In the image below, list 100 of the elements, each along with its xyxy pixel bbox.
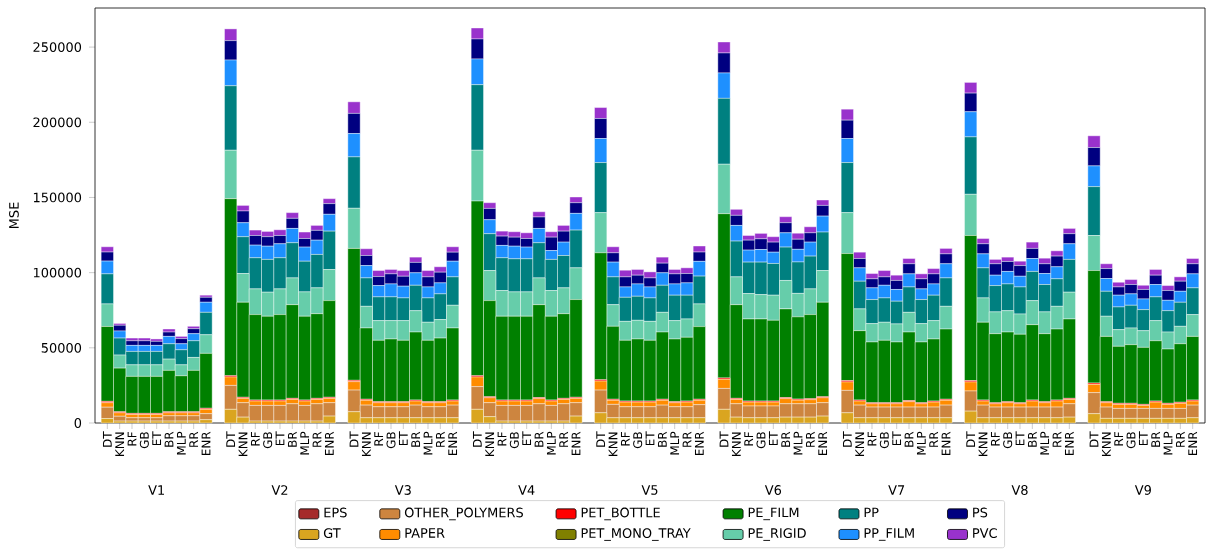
x-tick-label: ENR: [201, 431, 211, 456]
x-tick-label: DT: [226, 431, 236, 447]
x-tick-label: RF: [990, 432, 1000, 446]
x-tick-label: DT: [966, 431, 976, 447]
legend-label: PVC: [973, 528, 997, 538]
legend-label: PAPER: [405, 528, 445, 538]
x-tick-label: ET: [1138, 431, 1148, 446]
y-tick-label: 250000: [33, 42, 82, 52]
x-tick-label: BR: [1027, 431, 1037, 447]
x-tick-label: KNN: [855, 432, 865, 456]
x-tick-label: ENR: [324, 431, 334, 456]
legend-label: PE_FILM: [748, 507, 799, 521]
x-tick-label: RF: [374, 432, 384, 446]
y-tick-label: 150000: [33, 192, 82, 203]
text: V6: [764, 485, 782, 495]
x-tick-label: DT: [842, 431, 852, 447]
x-tick-label: ET: [152, 431, 162, 446]
text: V7: [888, 485, 905, 495]
legend-label: EPS: [324, 507, 347, 518]
x-tick-label: MLP: [670, 431, 680, 455]
x-tick-label: GB: [879, 432, 889, 449]
text: V1: [148, 485, 165, 495]
x-tick-label: RR: [1175, 431, 1185, 447]
legend-label: OTHER_POLYMERS: [404, 507, 523, 521]
text: V5: [641, 485, 658, 495]
x-tick-label: ET: [398, 431, 408, 446]
legend-label: GT: [323, 528, 341, 538]
text: V3: [394, 485, 411, 495]
x-tick-label: ENR: [941, 431, 951, 456]
x-tick-label: BR: [1151, 431, 1161, 447]
x-tick-label: DT: [719, 431, 729, 447]
x-tick-label: ENR: [818, 431, 828, 456]
y-axis-title: MSE: [9, 202, 19, 229]
x-tick-label: KNN: [238, 432, 248, 456]
x-tick-label: GB: [1003, 432, 1013, 449]
y-tick-label: 200000: [33, 117, 82, 128]
legend-label: PP: [864, 507, 879, 518]
x-tick-label: ENR: [1188, 431, 1198, 456]
x-tick-label: DT: [596, 431, 606, 447]
x-tick-label: RR: [1052, 431, 1062, 447]
x-tick-label: ET: [768, 431, 778, 446]
text: V2: [271, 485, 288, 495]
x-tick-label: MLP: [423, 431, 433, 455]
x-tick-label: RR: [435, 431, 445, 447]
x-tick-label: KNN: [361, 432, 371, 456]
x-tick-label: ET: [1015, 431, 1025, 446]
x-tick-label: RR: [312, 431, 322, 447]
x-tick-label: DT: [472, 431, 482, 447]
x-tick-label: KNN: [485, 432, 495, 456]
x-tick-label: ENR: [448, 431, 458, 456]
x-tick-label: KNN: [978, 432, 988, 456]
x-tick-label: RF: [744, 432, 754, 446]
x-tick-label: RR: [805, 431, 815, 447]
x-tick-label: ET: [645, 431, 655, 446]
x-tick-label: MLP: [1040, 431, 1050, 455]
x-tick-label: KNN: [731, 432, 741, 456]
x-tick-label: BR: [657, 431, 667, 447]
x-tick-label: MLP: [176, 431, 186, 455]
x-tick-label: GB: [509, 432, 519, 449]
x-tick-label: ET: [275, 431, 285, 446]
x-tick-label: MLP: [916, 431, 926, 455]
x-tick-label: MLP: [300, 431, 310, 455]
x-tick-label: DT: [349, 431, 359, 447]
x-tick-label: ENR: [1064, 431, 1074, 456]
x-tick-label: BR: [164, 431, 174, 447]
x-tick-label: RF: [127, 432, 137, 446]
legend-label: PE_RIGID: [748, 528, 806, 541]
legend-label: PP_FILM: [864, 528, 914, 541]
y-tick-label: 0: [74, 418, 82, 428]
x-tick-label: GB: [386, 432, 396, 449]
x-tick-label: GB: [139, 432, 149, 449]
x-tick-label: ET: [522, 431, 532, 446]
x-tick-label: BR: [287, 431, 297, 447]
x-tick-label: KNN: [115, 432, 125, 456]
x-tick-label: RF: [1114, 432, 1124, 446]
x-tick-label: BR: [904, 431, 914, 447]
x-tick-label: GB: [263, 432, 273, 449]
x-tick-label: RR: [929, 431, 939, 447]
x-tick-label: GB: [633, 432, 643, 449]
x-tick-label: GB: [756, 432, 766, 449]
text: V9: [1134, 485, 1151, 495]
y-tick-label: 100000: [33, 267, 82, 278]
x-tick-label: KNN: [608, 432, 618, 456]
x-tick-label: MLP: [793, 431, 803, 455]
x-tick-label: BR: [411, 431, 421, 447]
x-tick-label: RF: [620, 432, 630, 446]
y-tick-label: 50000: [41, 342, 82, 353]
x-tick-label: RF: [497, 432, 507, 446]
x-tick-label: RR: [559, 431, 569, 447]
x-tick-label: RF: [250, 432, 260, 446]
x-tick-label: KNN: [1101, 432, 1111, 456]
x-tick-label: RR: [189, 431, 199, 447]
x-tick-label: BR: [534, 431, 544, 447]
text: V8: [1011, 485, 1028, 495]
x-tick-label: RF: [867, 432, 877, 446]
x-tick-label: ET: [892, 431, 902, 446]
x-tick-label: GB: [1126, 432, 1136, 449]
text: V4: [518, 485, 535, 495]
x-tick-label: BR: [781, 431, 791, 447]
x-tick-label: RR: [682, 431, 692, 447]
